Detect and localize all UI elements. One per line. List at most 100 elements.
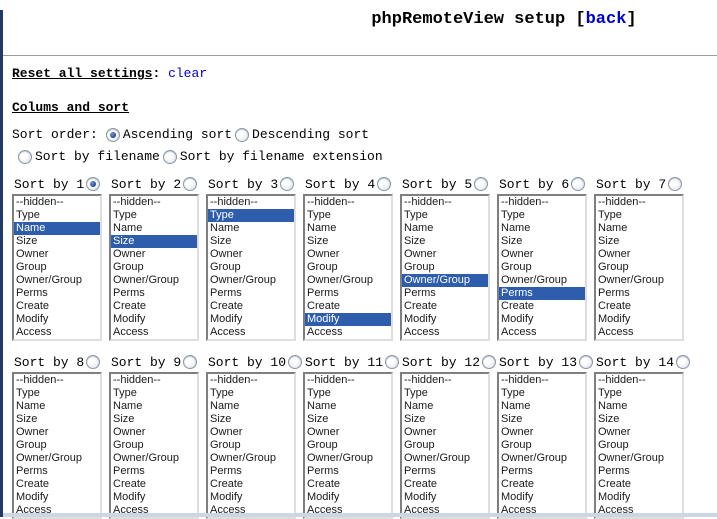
list-option[interactable]: Name xyxy=(598,400,628,412)
sort-listbox[interactable]: --hidden-- Type Name Size Owner Group Owner/Gr… xyxy=(206,372,296,519)
list-option[interactable]: Perms xyxy=(307,287,339,299)
list-option[interactable]: Group xyxy=(113,261,144,273)
list-option[interactable]: Perms xyxy=(598,465,630,477)
list-option[interactable]: Owner xyxy=(501,248,534,260)
list-option[interactable]: Name xyxy=(113,400,143,412)
list-option[interactable]: Owner/Group xyxy=(210,274,277,286)
list-option[interactable]: Modify xyxy=(305,313,391,326)
list-option[interactable]: Owner xyxy=(307,426,340,438)
list-option[interactable]: Owner xyxy=(210,248,243,260)
list-option[interactable]: Owner/Group xyxy=(598,452,665,464)
back-link[interactable]: back xyxy=(585,10,627,29)
list-option[interactable]: Size xyxy=(111,235,197,248)
list-option[interactable]: --hidden-- xyxy=(113,374,161,386)
sort-box-radio[interactable] xyxy=(183,355,198,369)
list-option[interactable]: Perms xyxy=(113,465,145,477)
sort-box-radio[interactable] xyxy=(474,177,489,191)
radio-sort-by-filename[interactable] xyxy=(18,149,32,164)
list-option[interactable]: Modify xyxy=(210,491,243,503)
list-option[interactable]: Modify xyxy=(210,313,243,325)
sort-box-radio[interactable] xyxy=(183,177,198,191)
sort-listbox[interactable]: --hidden-- Type Name Size Owner Group Owner/Gr… xyxy=(594,372,684,519)
list-option[interactable]: Modify xyxy=(404,313,437,325)
list-option[interactable]: Owner xyxy=(16,426,49,438)
list-option[interactable]: Name xyxy=(307,400,337,412)
list-option[interactable]: Access xyxy=(598,326,634,338)
sort-box-radio[interactable] xyxy=(579,355,594,369)
list-option[interactable]: Owner/Group xyxy=(501,452,568,464)
list-option[interactable]: Group xyxy=(113,439,144,451)
list-option[interactable]: Size xyxy=(210,235,232,247)
sort-box-radio[interactable] xyxy=(668,177,683,191)
list-option[interactable]: Group xyxy=(501,439,532,451)
list-option[interactable]: Modify xyxy=(307,491,340,503)
list-option[interactable]: Type xyxy=(501,387,525,399)
list-option[interactable]: Owner xyxy=(307,248,340,260)
list-option[interactable]: --hidden-- xyxy=(16,196,64,208)
list-option[interactable]: Perms xyxy=(210,465,242,477)
list-option[interactable]: Access xyxy=(501,326,537,338)
list-option[interactable]: Type xyxy=(307,209,331,221)
list-option[interactable]: Name xyxy=(210,222,240,234)
list-option[interactable]: Create xyxy=(501,478,535,490)
list-option[interactable]: Size xyxy=(307,413,329,425)
list-option[interactable]: --hidden-- xyxy=(404,196,452,208)
list-option[interactable]: --hidden-- xyxy=(16,374,64,386)
sort-listbox[interactable]: --hidden-- Type Name Size Owner Group Owner/Gr… xyxy=(109,372,199,519)
sort-box-radio[interactable] xyxy=(385,355,400,369)
list-option[interactable]: Perms xyxy=(113,287,145,299)
list-option[interactable]: Size xyxy=(210,413,232,425)
list-option[interactable]: Type xyxy=(208,209,294,222)
list-option[interactable]: Type xyxy=(113,387,137,399)
list-option[interactable]: Owner/Group xyxy=(404,452,471,464)
radio-ascending-sort[interactable] xyxy=(105,127,120,142)
list-option[interactable]: Create xyxy=(598,478,632,490)
list-option[interactable]: Create xyxy=(404,300,438,312)
sort-box-radio[interactable] xyxy=(482,355,497,369)
list-option[interactable]: --hidden-- xyxy=(501,374,549,386)
list-option[interactable]: Modify xyxy=(404,491,437,503)
list-option[interactable]: Name xyxy=(16,400,46,412)
list-option[interactable]: Type xyxy=(404,209,428,221)
list-option[interactable]: Access xyxy=(404,326,440,338)
sort-listbox[interactable]: --hidden-- Type Name Size Owner Group Owner/Gr… xyxy=(400,372,490,519)
list-option[interactable]: Access xyxy=(16,326,52,338)
list-option[interactable]: Perms xyxy=(404,287,436,299)
list-option[interactable]: Access xyxy=(113,326,149,338)
list-option[interactable]: Size xyxy=(501,413,523,425)
list-option[interactable]: Type xyxy=(501,209,525,221)
list-option[interactable]: Create xyxy=(307,300,341,312)
list-option[interactable]: Owner xyxy=(113,426,146,438)
list-option[interactable]: Group xyxy=(404,439,435,451)
sort-listbox[interactable]: --hidden-- Type Name Size Owner Group Owner/Gr… xyxy=(400,194,490,341)
list-option[interactable]: Size xyxy=(404,235,426,247)
list-option[interactable]: Create xyxy=(598,300,632,312)
list-option[interactable]: Size xyxy=(598,235,620,247)
list-option[interactable]: Name xyxy=(307,222,337,234)
list-option[interactable]: --hidden-- xyxy=(210,196,258,208)
list-option[interactable]: Group xyxy=(210,261,241,273)
list-option[interactable]: Perms xyxy=(307,465,339,477)
list-option[interactable]: Modify xyxy=(113,313,146,325)
sort-listbox[interactable]: --hidden-- Type Name Size Owner Group Owner/Gr… xyxy=(303,194,393,341)
sort-listbox[interactable]: --hidden-- Type Name Size Owner Group Owner/Gr… xyxy=(109,194,199,341)
list-option[interactable]: Perms xyxy=(598,287,630,299)
list-option[interactable]: Size xyxy=(598,413,620,425)
list-option[interactable]: --hidden-- xyxy=(404,374,452,386)
list-option[interactable]: Type xyxy=(598,209,622,221)
list-option[interactable]: Size xyxy=(404,413,426,425)
sort-box-radio[interactable] xyxy=(280,177,295,191)
list-option[interactable]: Modify xyxy=(16,313,49,325)
list-option[interactable]: Create xyxy=(210,478,244,490)
list-option[interactable]: Size xyxy=(16,235,38,247)
list-option[interactable]: Name xyxy=(598,222,628,234)
sort-listbox[interactable]: --hidden-- Type Name Size Owner Group Owner/Gr… xyxy=(303,372,393,519)
list-option[interactable]: Owner xyxy=(113,248,146,260)
list-option[interactable]: Name xyxy=(404,400,434,412)
list-option[interactable]: Owner xyxy=(598,426,631,438)
list-option[interactable]: Type xyxy=(113,209,137,221)
list-option[interactable]: Create xyxy=(113,300,147,312)
sort-box-radio[interactable] xyxy=(676,355,691,369)
list-option[interactable]: Create xyxy=(307,478,341,490)
list-option[interactable]: Name xyxy=(404,222,434,234)
